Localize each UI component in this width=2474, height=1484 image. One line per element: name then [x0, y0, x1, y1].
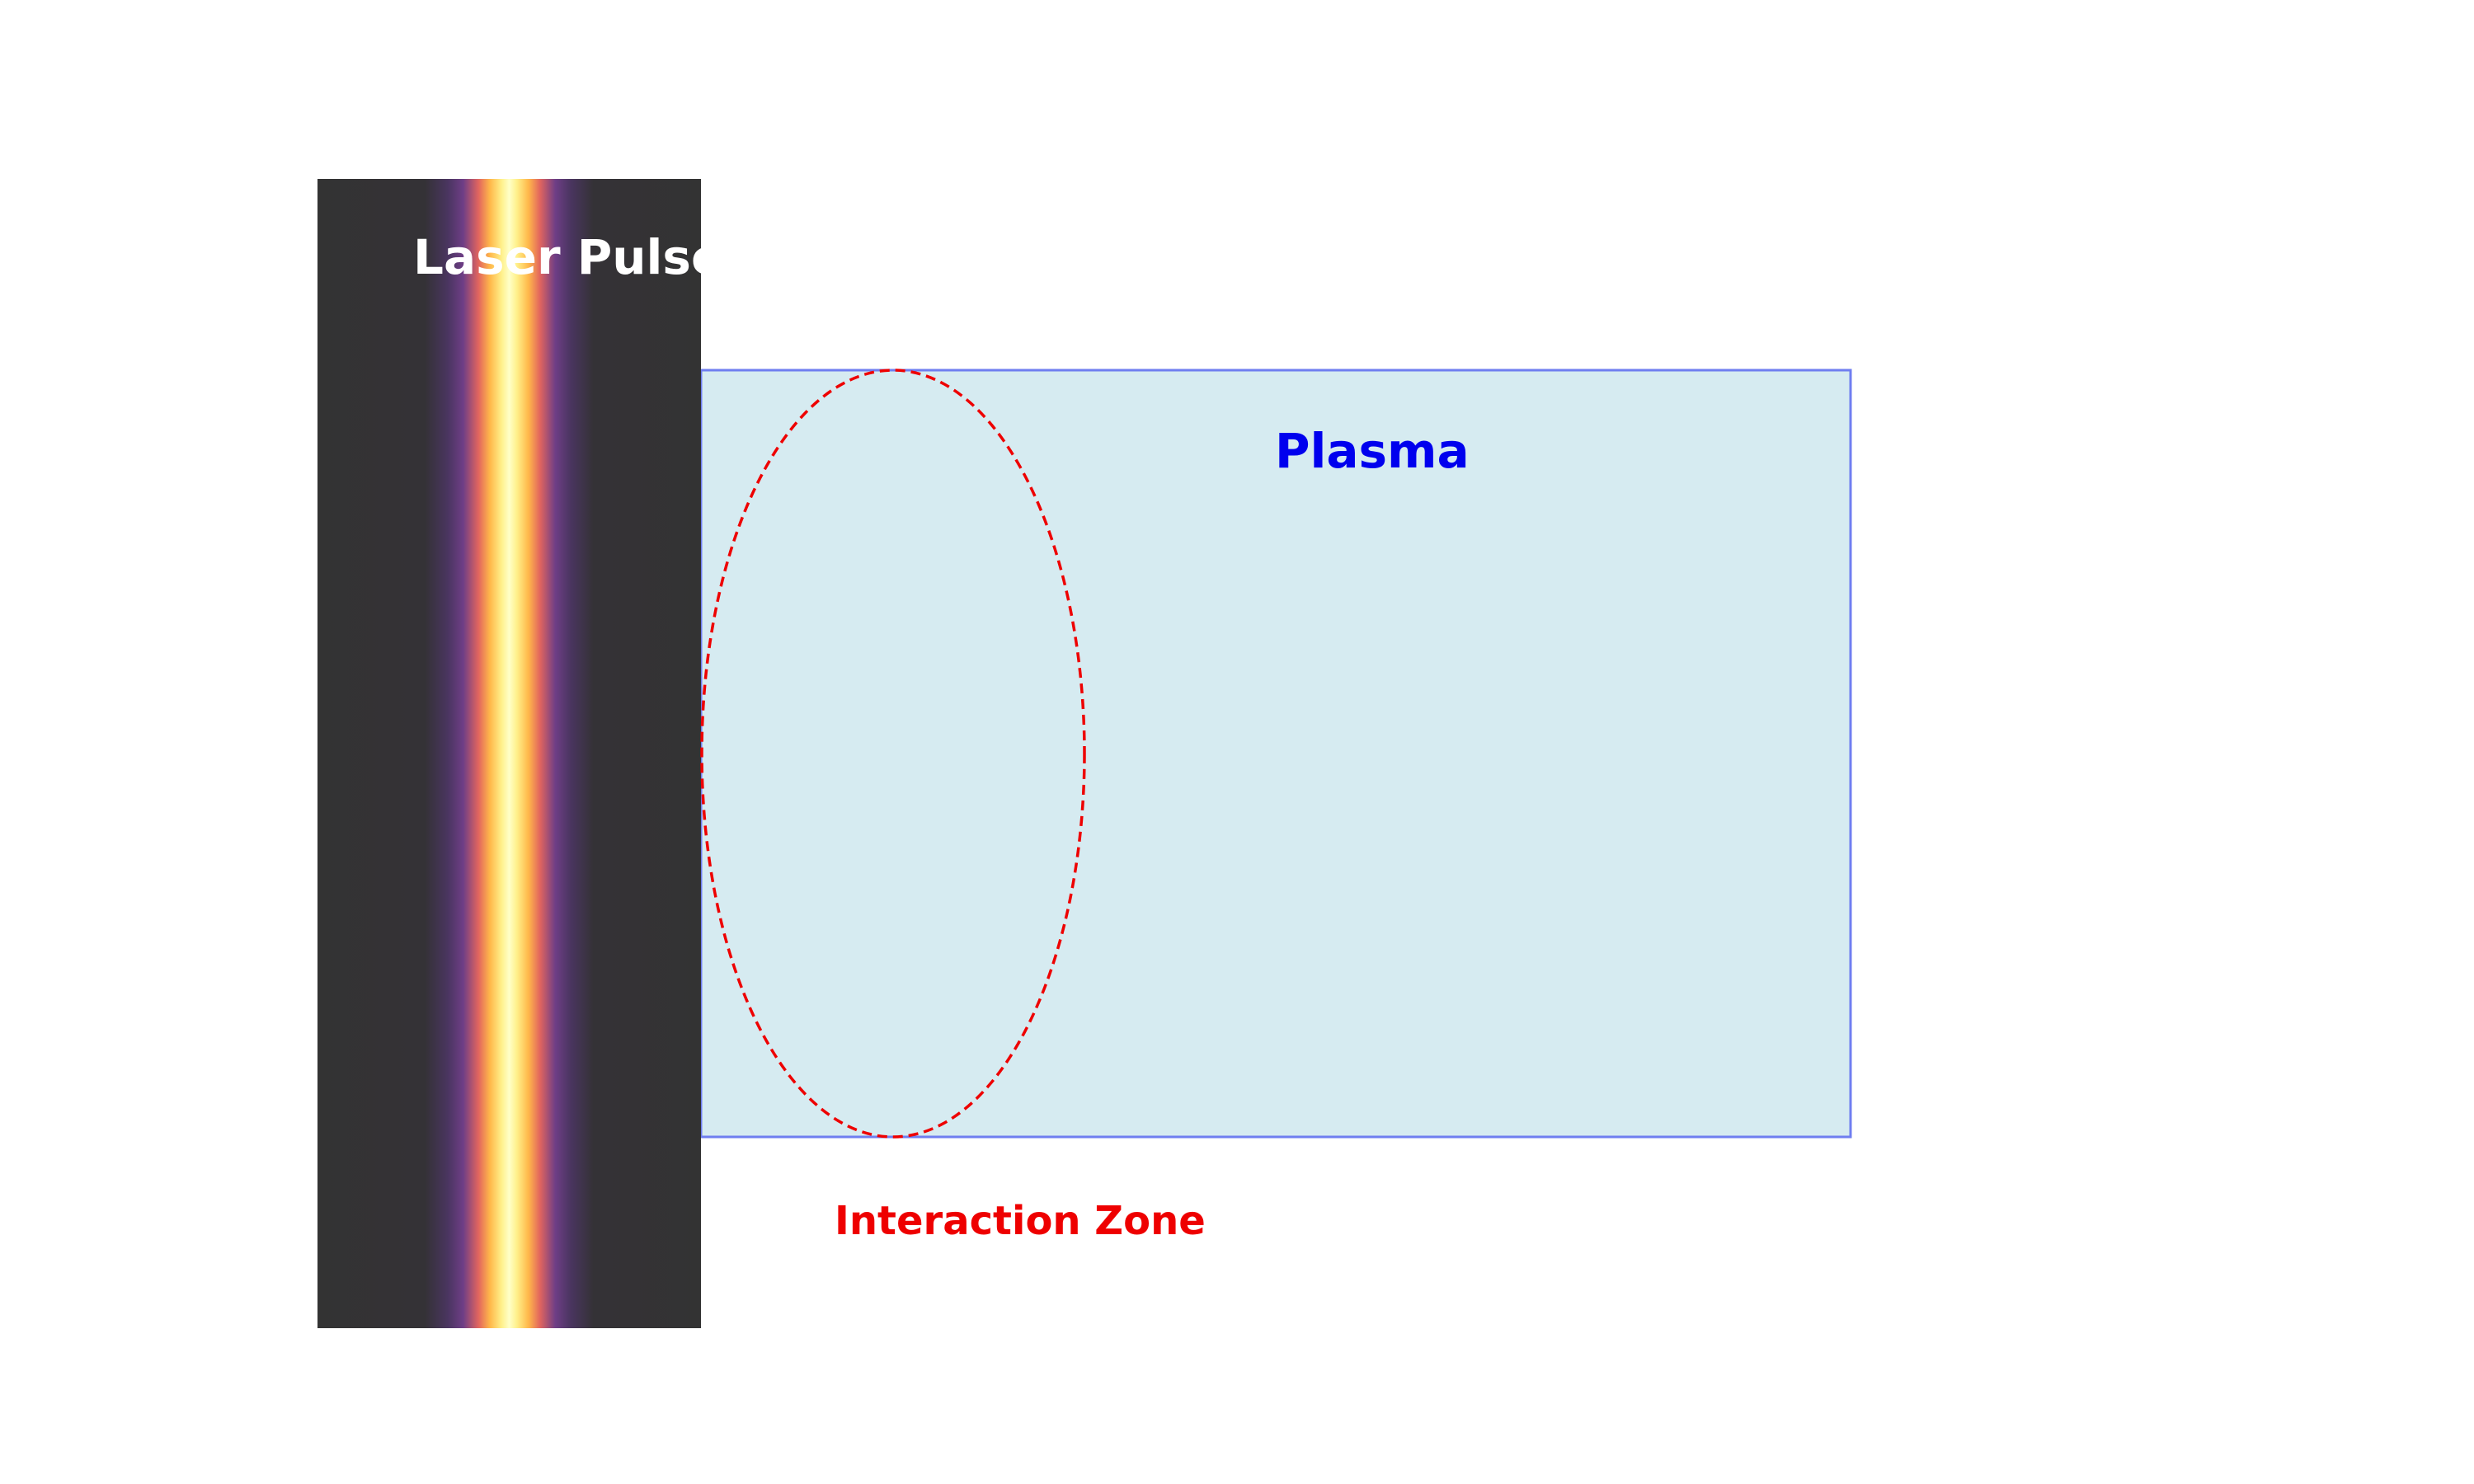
- laser-pulse-label: Laser Pulse: [413, 229, 701, 285]
- laser-pulse-beam: [317, 179, 701, 1328]
- plasma-region: [699, 369, 1852, 1139]
- interaction-zone-ellipse: [700, 369, 1086, 1139]
- interaction-zone-label: Interaction Zone: [835, 1198, 1206, 1244]
- plasma-label: Plasma: [1275, 423, 1470, 479]
- laser-pulse-panel: Laser Pulse: [317, 179, 701, 1328]
